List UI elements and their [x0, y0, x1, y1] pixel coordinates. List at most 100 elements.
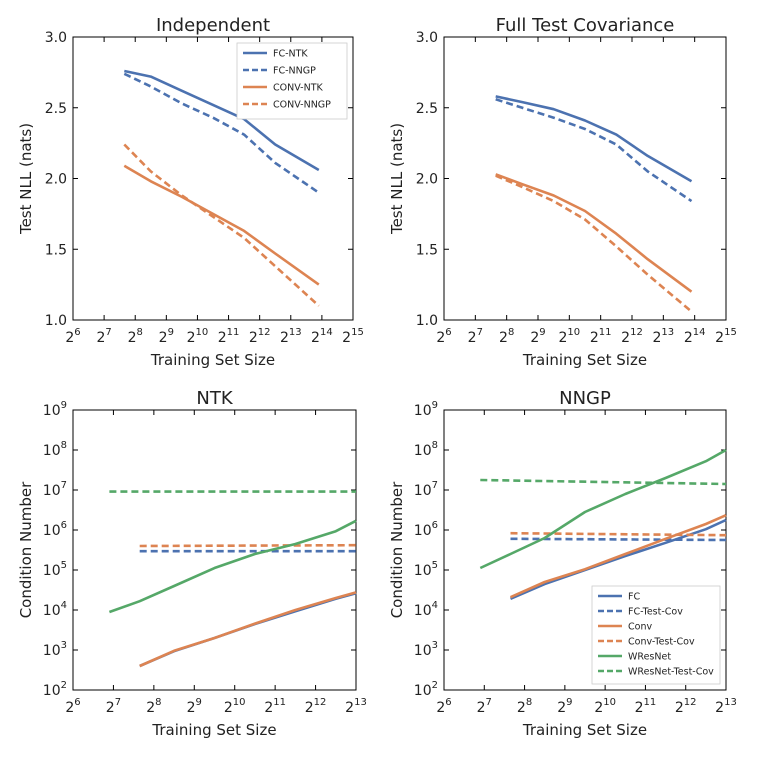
- y-tick-label: 109: [414, 400, 438, 419]
- series-line-fc-nngp: [495, 98, 693, 203]
- y-tick-label: 108: [414, 440, 438, 459]
- y-tick-label: 107: [414, 480, 438, 499]
- x-tick-label: 210: [224, 697, 246, 716]
- series-line-conv-test-cov: [510, 531, 727, 537]
- legend-label: Conv: [628, 622, 652, 633]
- legend-label: CONV-NTK: [273, 83, 323, 94]
- x-axis-label: Training Set Size: [150, 351, 275, 369]
- legend-label: FC-NTK: [273, 49, 308, 60]
- x-tick-label: 212: [305, 697, 327, 716]
- y-tick-label: 3.0: [45, 30, 67, 46]
- x-tick-label: 212: [675, 697, 697, 716]
- series-line-fc-ntk: [495, 95, 693, 183]
- legend-label: FC-Test-Cov: [628, 607, 683, 618]
- chart-title: NNGP: [559, 388, 611, 409]
- y-tick-label: 103: [43, 640, 67, 659]
- chart-title: Full Test Covariance: [496, 15, 675, 36]
- x-tick-label: 28: [128, 327, 143, 346]
- plot-frame: [443, 36, 727, 321]
- x-axis-label: Training Set Size: [522, 351, 647, 369]
- x-tick-label: 213: [345, 697, 367, 716]
- x-tick-label: 28: [146, 697, 161, 716]
- legend-box: [236, 42, 348, 120]
- y-tick-label: 109: [43, 400, 67, 419]
- legend-label: WResNet-Test-Cov: [628, 667, 714, 678]
- x-axis-label: Training Set Size: [522, 721, 647, 739]
- legend: FC FC-Test-Cov Conv Conv-Test-Cov WResNet WRe…: [591, 585, 721, 685]
- x-tick-label: 26: [436, 327, 451, 346]
- x-tick-label: 215: [715, 327, 737, 346]
- y-axis-label: Test NLL (nats): [388, 123, 406, 235]
- x-tick-label: 27: [468, 327, 483, 346]
- series-line-wresnet-test-cov: [480, 478, 727, 486]
- y-tick-label: 2.5: [416, 101, 438, 117]
- x-axis-label: Training Set Size: [151, 721, 276, 739]
- x-tick-label: 215: [342, 327, 364, 346]
- x-tick-label: 29: [530, 327, 545, 346]
- legend-label: FC-NNGP: [273, 66, 316, 77]
- x-tick-label: 27: [96, 327, 111, 346]
- series-line-wresnet: [479, 448, 727, 570]
- panel-p2: Full Test Covariance Training Set Size Tes…: [388, 15, 737, 369]
- x-tick-label: 26: [65, 697, 80, 716]
- panel-p3: NTK Training Set Size Condition Number 26 27…: [17, 388, 367, 739]
- series-line-fc: [139, 591, 357, 668]
- series-line-conv: [509, 514, 727, 599]
- series-line-fc: [509, 518, 727, 600]
- legend-label: WResNet: [628, 652, 671, 663]
- x-tick-label: 213: [280, 327, 302, 346]
- x-tick-label: 27: [477, 697, 492, 716]
- series-line-conv: [139, 591, 357, 668]
- y-tick-label: 1.5: [416, 242, 438, 258]
- legend-label: CONV-NNGP: [273, 100, 331, 111]
- x-tick-label: 212: [249, 327, 271, 346]
- y-tick-label: 105: [414, 560, 438, 579]
- series-line-conv-nngp: [123, 143, 320, 307]
- y-tick-label: 103: [414, 640, 438, 659]
- panel-p4: NNGP Training Set Size Condition Number 26 2…: [388, 388, 737, 739]
- legend-box: [591, 585, 721, 685]
- x-tick-label: 214: [311, 327, 333, 346]
- chart-title: NTK: [196, 388, 233, 409]
- y-axis-label: Test NLL (nats): [17, 123, 35, 235]
- y-tick-label: 104: [43, 600, 67, 619]
- y-tick-label: 106: [414, 520, 438, 539]
- series-line-wresnet: [108, 519, 357, 614]
- x-tick-label: 27: [106, 697, 121, 716]
- x-tick-label: 29: [187, 697, 202, 716]
- y-tick-label: 2.0: [416, 172, 438, 188]
- x-tick-label: 211: [264, 697, 286, 716]
- x-tick-label: 212: [621, 327, 643, 346]
- series-line-fc-test-cov: [510, 537, 727, 542]
- x-tick-label: 29: [159, 327, 174, 346]
- legend: FC-NTK FC-NNGP CONV-NTK CONV-NNGP: [236, 42, 348, 120]
- y-tick-label: 102: [414, 680, 438, 699]
- x-tick-label: 211: [218, 327, 240, 346]
- legend-label: FC: [628, 592, 640, 603]
- x-tick-label: 26: [65, 327, 80, 346]
- chart-title: Independent: [156, 15, 270, 36]
- x-tick-label: 214: [684, 327, 706, 346]
- y-tick-label: 106: [43, 520, 67, 539]
- y-tick-label: 102: [43, 680, 67, 699]
- x-tick-label: 26: [436, 697, 451, 716]
- y-tick-label: 2.5: [45, 101, 67, 117]
- y-tick-label: 105: [43, 560, 67, 579]
- plot-frame: [72, 409, 357, 691]
- x-tick-label: 210: [559, 327, 581, 346]
- x-tick-label: 211: [635, 697, 657, 716]
- legend-label: Conv-Test-Cov: [628, 637, 695, 648]
- x-tick-label: 213: [653, 327, 675, 346]
- y-axis-label: Condition Number: [17, 481, 35, 618]
- plot-frame: [443, 409, 727, 691]
- x-tick-label: 213: [715, 697, 737, 716]
- panel-p1: Independent Training Set Size Test NLL (na…: [17, 15, 364, 369]
- x-tick-label: 29: [557, 697, 572, 716]
- y-tick-label: 104: [414, 600, 438, 619]
- y-tick-label: 1.0: [45, 313, 67, 329]
- x-tick-label: 210: [594, 697, 616, 716]
- series-line-fc-nngp: [123, 72, 320, 194]
- series-line-fc-ntk: [124, 69, 320, 172]
